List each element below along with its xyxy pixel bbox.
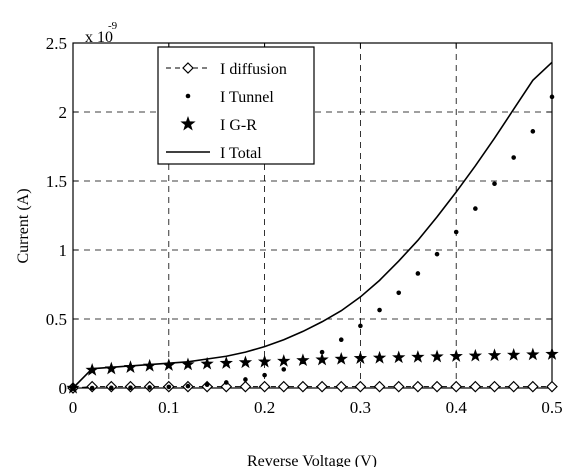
- diffusion-point-19: [431, 380, 443, 393]
- diffusion-point-10: [258, 380, 271, 393]
- legend-label-i-tunnel: I Tunnel: [220, 89, 274, 106]
- tunnel-point-16: [377, 307, 382, 313]
- legend-sample-i-diffusion: [182, 62, 194, 74]
- x-tick-label-4: 0.4: [446, 398, 468, 417]
- diffusion-point-9: [239, 380, 252, 393]
- diffusion-point-24: [526, 380, 539, 393]
- tunnel-point-9: [243, 377, 248, 382]
- tunnel-point-21: [473, 206, 478, 211]
- y-scale-base: x 10: [85, 29, 113, 46]
- diffusion-point-18: [412, 380, 424, 393]
- x-tick-label-1: 0.1: [158, 398, 179, 417]
- legend: I diffusion I Tunnel I G-R I Total: [157, 46, 315, 165]
- gr-point-19: [430, 349, 444, 363]
- tunnel-point-5: [166, 384, 172, 390]
- x-tick-label-0: 0: [69, 398, 78, 417]
- plot-frame: [72, 42, 553, 389]
- gr-point-23: [507, 348, 521, 361]
- x-tick-label-3: 0.3: [350, 398, 371, 417]
- diffusion-point-11: [277, 380, 290, 393]
- y-axis-label: Current (A): [15, 188, 32, 263]
- tunnel-point-10: [262, 372, 267, 378]
- gr-point-20: [449, 349, 463, 362]
- series-i-total: [72, 61, 553, 389]
- y-tick-label-4: 2: [59, 103, 68, 122]
- y-tick-label-2: 1: [59, 241, 68, 260]
- diffusion-point-23: [507, 380, 520, 393]
- gr-point-8: [219, 356, 233, 369]
- tunnel-point-18: [415, 271, 421, 276]
- x-axis-label: Reverse Voltage (V): [247, 453, 377, 467]
- legend-sample-i-tunnel: [185, 93, 191, 99]
- gr-point-17: [392, 350, 406, 364]
- tunnel-point-20: [453, 229, 459, 235]
- series-i-tunnel: [70, 94, 555, 391]
- gr-point-5: [162, 358, 176, 371]
- tunnel-point-24: [530, 129, 536, 134]
- x-tick-label-2: 0.2: [254, 398, 275, 417]
- y-tick-label-3: 1.5: [46, 172, 67, 191]
- series-layer: [66, 61, 559, 394]
- y-tick-label-0: 0: [59, 379, 68, 398]
- legend-label-i-total: I Total: [220, 145, 262, 162]
- gr-point-16: [372, 350, 387, 364]
- tunnel-point-25: [549, 94, 555, 100]
- y-tick-label-5: 2.5: [46, 34, 67, 53]
- tunnel-point-7: [204, 382, 210, 387]
- gr-point-18: [411, 350, 425, 363]
- tunnel-point-23: [511, 155, 516, 160]
- diffusion-point-17: [392, 380, 405, 393]
- tunnel-point-19: [434, 251, 440, 257]
- diffusion-point-14: [335, 380, 348, 393]
- tick-labels: 0 0.1 0.2 0.3 0.4 0.5 0 0.5 1 1.5 2 2.5: [46, 34, 563, 417]
- diffusion-point-8: [220, 380, 233, 393]
- gr-point-13: [315, 352, 329, 366]
- legend-sample-i-g-r: [180, 116, 196, 131]
- legend-label-i-g-r: I G-R: [220, 117, 257, 134]
- diffusion-point-22: [488, 380, 501, 393]
- series-line-total: [72, 61, 553, 389]
- diffusion-point-20: [450, 380, 463, 393]
- diffusion-point-25: [546, 380, 558, 393]
- tunnel-point-13: [319, 349, 325, 355]
- legend-label-i-diffusion: I diffusion: [220, 61, 287, 78]
- gr-point-21: [468, 348, 483, 362]
- diffusion-point-16: [373, 380, 386, 393]
- tunnel-point-22: [492, 181, 497, 187]
- gr-point-12: [296, 353, 310, 367]
- tunnel-point-17: [396, 290, 402, 296]
- tunnel-point-15: [358, 323, 363, 329]
- gr-point-14: [334, 352, 348, 365]
- tunnel-point-11: [281, 367, 287, 372]
- diffusion-point-15: [354, 380, 367, 393]
- tunnel-point-4: [147, 385, 152, 390]
- gr-point-7: [200, 356, 214, 370]
- tunnel-point-8: [223, 380, 229, 385]
- diffusion-point-21: [469, 380, 482, 393]
- gr-point-6: [181, 357, 195, 371]
- x-tick-label-5: 0.5: [541, 398, 562, 417]
- tunnel-point-2: [109, 385, 114, 391]
- tunnel-point-6: [185, 383, 191, 389]
- gr-point-15: [353, 351, 368, 364]
- diffusion-point-12: [297, 380, 309, 393]
- gr-point-11: [277, 354, 291, 367]
- gr-point-9: [238, 355, 253, 369]
- gr-point-22: [487, 348, 502, 362]
- gr-point-25: [545, 347, 559, 360]
- tunnel-point-3: [128, 385, 133, 391]
- tunnel-point-14: [338, 337, 344, 343]
- gr-point-10: [257, 354, 272, 368]
- tunnel-point-1: [89, 385, 95, 391]
- diffusion-point-13: [316, 380, 328, 393]
- y-scale-exponent: -9: [108, 20, 118, 32]
- y-tick-label-1: 0.5: [46, 310, 67, 329]
- gr-point-24: [526, 347, 540, 361]
